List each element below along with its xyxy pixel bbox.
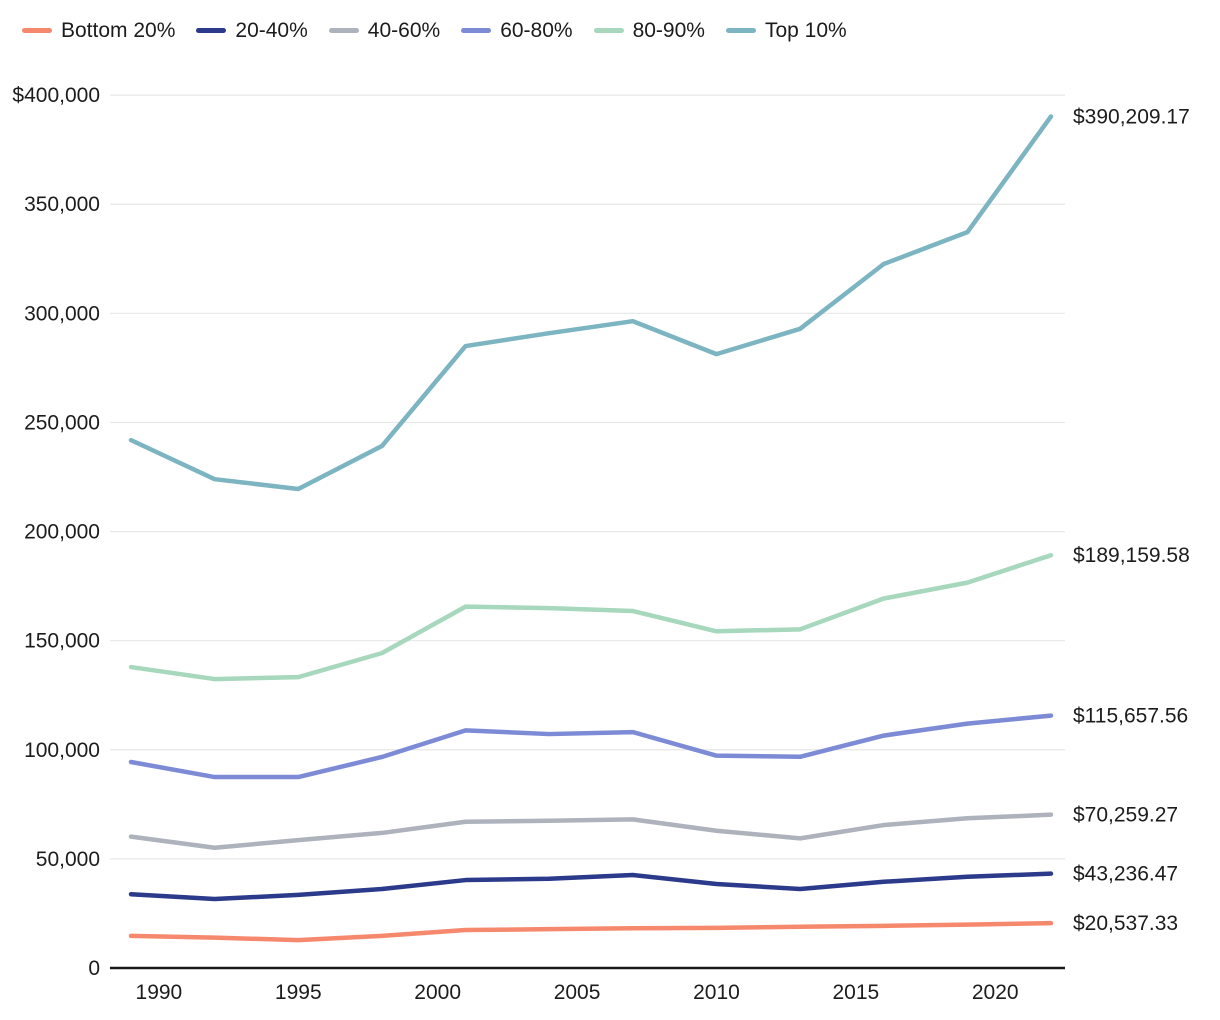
- series-line-60-80: [128, 713, 1054, 780]
- series-line-80-90: [128, 552, 1054, 682]
- legend-item-60-80: 60-80%: [461, 19, 573, 42]
- legend-item-top-10: Top 10%: [725, 19, 847, 42]
- x-tick-label: 2005: [554, 981, 601, 1004]
- legend-swatch-icon: [22, 28, 52, 33]
- legend-item-label: Top 10%: [764, 19, 847, 42]
- series-end-value-label-40-60: $70,259.27: [1073, 804, 1178, 827]
- x-tick-label: 1990: [136, 981, 183, 1004]
- legend-item-label: 40-60%: [367, 19, 441, 42]
- y-tick-label: 50,000: [36, 848, 100, 871]
- legend-item-label: 20-40%: [235, 19, 308, 42]
- x-tick-label: 2010: [693, 981, 740, 1004]
- legend-swatch-icon: [461, 28, 492, 33]
- y-tick-label: 250,000: [24, 411, 100, 434]
- legend-item-80-90: 80-90%: [593, 19, 705, 42]
- legend-swatch-icon: [328, 28, 359, 33]
- series-line-20-40: [128, 871, 1054, 902]
- y-tick-label: 300,000: [24, 302, 100, 325]
- series-end-value-label-80-90: $189,159.58: [1073, 544, 1190, 567]
- x-tick-label: 2020: [972, 981, 1019, 1004]
- legend-item-label: 80-90%: [632, 19, 705, 42]
- series-end-value-label-60-80: $115,657.56: [1073, 705, 1188, 728]
- series-end-value-label-20-40: $43,236.47: [1073, 863, 1178, 886]
- legend-item-20-40: 20-40%: [196, 19, 308, 42]
- series-end-value-label-top-10: $390,209.17: [1073, 105, 1190, 128]
- y-tick-label: 100,000: [24, 739, 100, 762]
- legend-item-bottom-20: Bottom 20%: [22, 20, 175, 41]
- y-tick-label: 200,000: [24, 521, 100, 544]
- y-tick-label: 150,000: [24, 630, 100, 653]
- legend-item-label: 60-80%: [500, 19, 573, 42]
- series-end-value-label-bottom-20: $20,537.33: [1073, 912, 1178, 935]
- legend-item-40-60: 40-60%: [328, 19, 441, 42]
- series-line-bottom-20: [128, 920, 1054, 943]
- y-tick-label: 0: [88, 957, 100, 980]
- legend-swatch-icon: [593, 28, 624, 33]
- series-line-top-10: [128, 114, 1054, 492]
- legend-swatch-icon: [725, 28, 756, 33]
- y-tick-label: $400,000: [12, 84, 100, 107]
- legend-swatch-icon: [196, 28, 227, 33]
- x-tick-label: 2000: [414, 981, 461, 1004]
- x-tick-label: 1995: [275, 981, 322, 1004]
- x-tick-label: 2015: [832, 981, 879, 1004]
- chart-legend: Bottom 20% 20-40% 40-60% 60-80% 80-90% Top 10…: [22, 20, 847, 41]
- series-line-40-60: [128, 812, 1054, 851]
- legend-item-label: Bottom 20%: [61, 19, 176, 42]
- y-tick-label: 350,000: [24, 193, 100, 216]
